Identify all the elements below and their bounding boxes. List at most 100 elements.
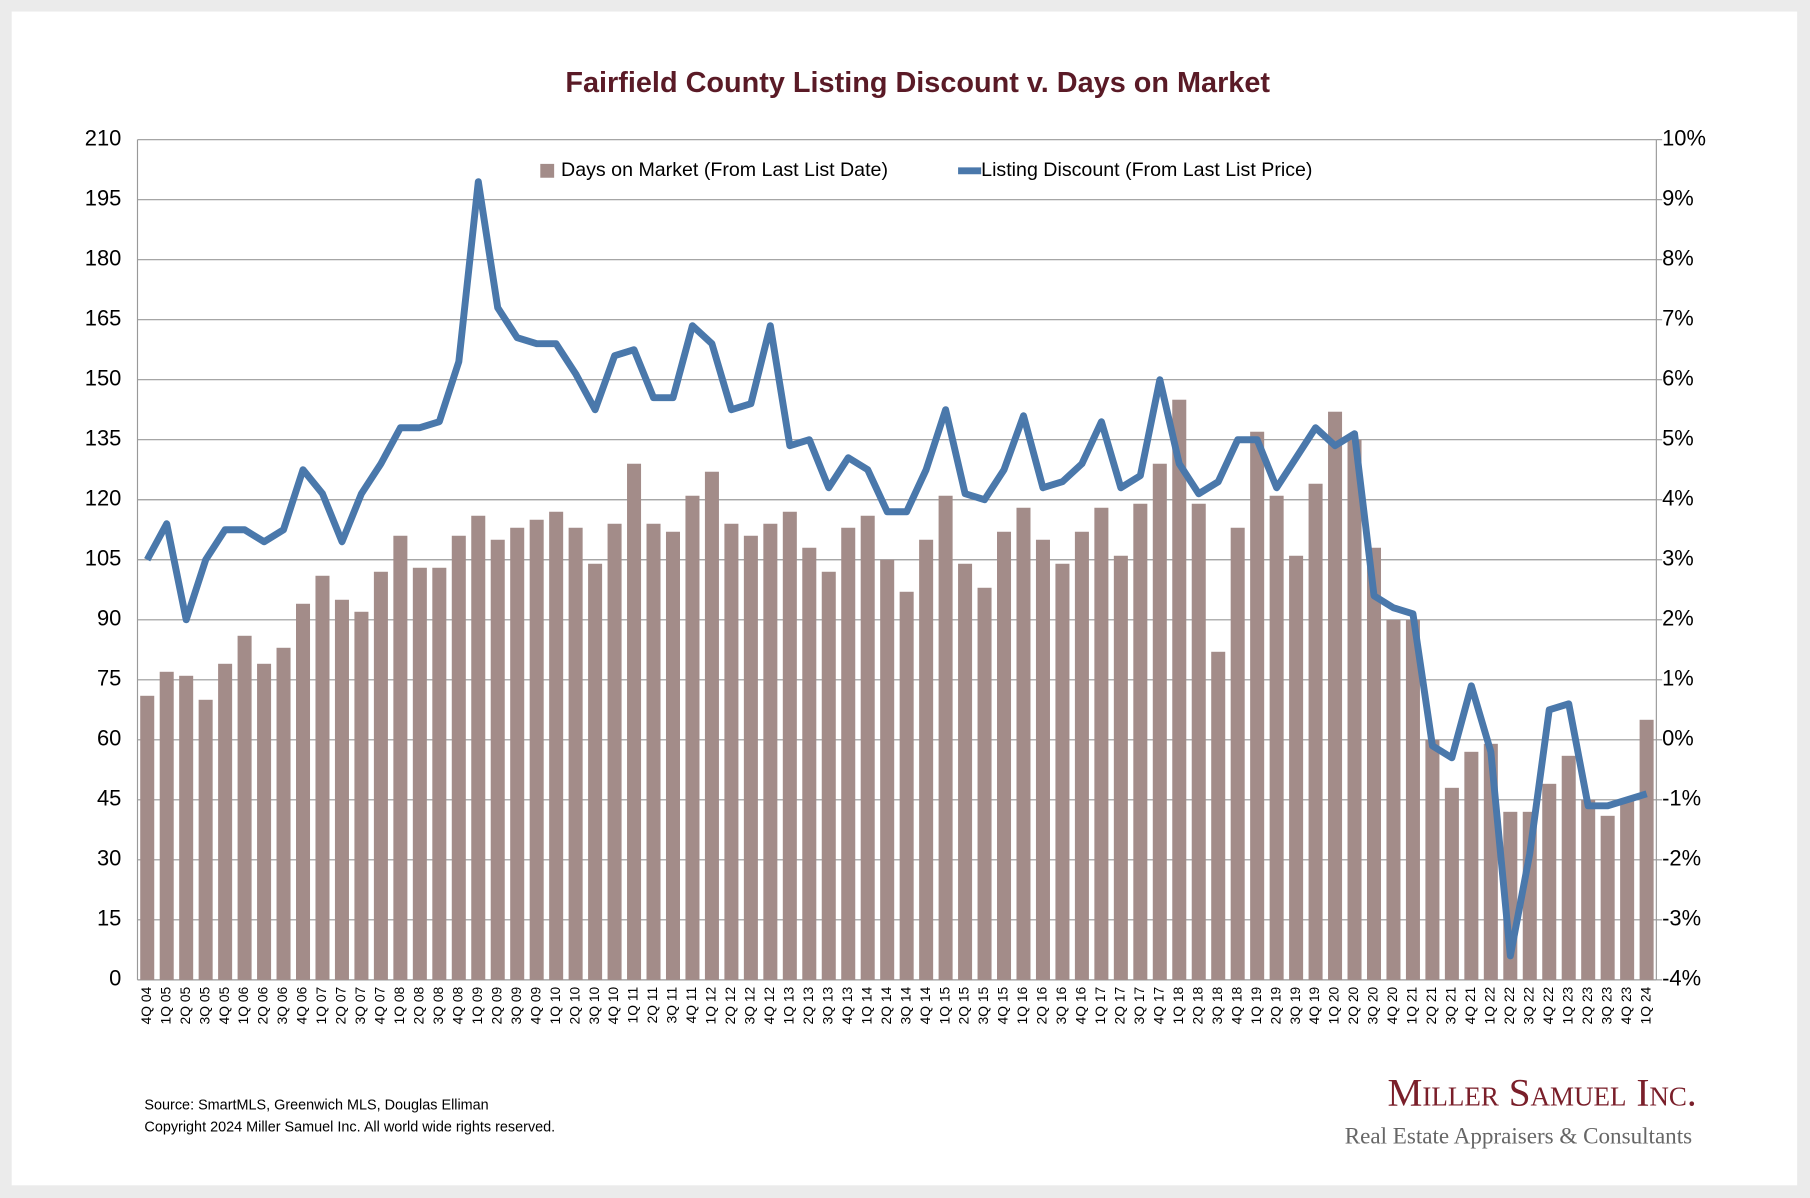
bar — [1211, 651, 1226, 980]
x-tick-label: 1Q 18 — [1170, 986, 1186, 1024]
bar — [841, 527, 856, 980]
bar — [1464, 751, 1479, 980]
x-tick-label: 4Q 05 — [216, 986, 232, 1024]
bar — [276, 647, 291, 980]
x-tick-label: 1Q 06 — [235, 986, 251, 1024]
logo-name: Miller Samuel Inc. — [1388, 1071, 1697, 1114]
bar — [1094, 507, 1109, 980]
bar — [1250, 431, 1265, 980]
y2-tick-label: -4% — [1662, 966, 1701, 991]
bar — [1620, 799, 1635, 980]
bar — [704, 471, 719, 980]
x-tick-label: 3Q 17 — [1131, 987, 1147, 1025]
bar — [1600, 815, 1615, 980]
x-tick-label: 3Q 05 — [196, 986, 212, 1024]
x-tick-label: 2Q 07 — [333, 987, 349, 1025]
bar — [315, 575, 330, 980]
x-tick-label: 1Q 09 — [469, 986, 485, 1024]
y-tick-label: 120 — [85, 486, 122, 511]
y-tick-label: 75 — [97, 666, 121, 691]
bar — [724, 523, 739, 980]
x-tick-label: 4Q 04 — [138, 986, 154, 1024]
y-tick-label: 105 — [85, 546, 122, 571]
y-tick-label: 15 — [97, 906, 121, 931]
y-tick-label: 210 — [85, 125, 122, 150]
y2-tick-label: -2% — [1662, 846, 1701, 871]
bar — [334, 599, 349, 980]
x-tick-label: 1Q 15 — [936, 986, 952, 1024]
x-tick-label: 4Q 11 — [683, 986, 699, 1023]
bar — [1055, 563, 1070, 980]
x-tick-label: 4Q 16 — [1073, 986, 1089, 1024]
bar — [1016, 507, 1031, 980]
x-tick-label: 3Q 18 — [1209, 986, 1225, 1024]
bar — [763, 523, 778, 980]
bar — [412, 567, 427, 980]
bar — [821, 571, 836, 980]
bar — [1113, 555, 1128, 980]
y2-tick-label: 7% — [1662, 305, 1694, 330]
x-tick-label: 2Q 20 — [1345, 986, 1361, 1024]
bar — [665, 531, 680, 980]
x-tick-label: 4Q 06 — [294, 986, 310, 1024]
x-tick-label: 3Q 13 — [819, 986, 835, 1024]
x-tick-label: 2Q 08 — [411, 986, 427, 1024]
bar — [198, 699, 213, 980]
y-tick-label: 135 — [85, 426, 122, 451]
bar — [432, 567, 447, 980]
y2-tick-label: -1% — [1662, 786, 1701, 811]
bar — [1347, 439, 1362, 980]
bar — [471, 515, 486, 980]
x-tick-label: 1Q 14 — [858, 986, 874, 1024]
bar — [549, 511, 564, 980]
x-tick-label: 3Q 22 — [1520, 987, 1536, 1025]
bar — [237, 635, 252, 980]
bar — [1581, 799, 1596, 980]
x-tick-label: 2Q 17 — [1112, 987, 1128, 1025]
bar — [1639, 719, 1654, 980]
bar — [997, 531, 1012, 980]
bar — [1308, 483, 1323, 980]
x-tick-label: 1Q 13 — [780, 986, 796, 1024]
y-tick-label: 60 — [97, 726, 121, 751]
y2-tick-label: 0% — [1662, 726, 1694, 751]
x-tick-label: 3Q 21 — [1443, 986, 1459, 1024]
bar — [607, 523, 622, 980]
x-tick-label: 3Q 08 — [430, 986, 446, 1024]
x-tick-label: 2Q 09 — [488, 986, 504, 1024]
x-tick-label: 4Q 13 — [839, 986, 855, 1024]
x-tick-label: 3Q 12 — [742, 987, 758, 1025]
x-tick-label: 1Q 24 — [1637, 986, 1653, 1024]
bar — [140, 695, 155, 980]
x-tick-label: 3Q 14 — [897, 986, 913, 1024]
y2-tick-label: 10% — [1662, 125, 1706, 150]
y2-tick-label: 6% — [1662, 366, 1694, 391]
bar — [880, 559, 895, 980]
y2-tick-label: 5% — [1662, 426, 1694, 451]
bar — [1230, 527, 1245, 980]
y-tick-label: 0 — [109, 966, 121, 991]
x-tick-label: 3Q 15 — [975, 986, 991, 1024]
y-tick-label: 195 — [85, 185, 122, 210]
y2-tick-label: 3% — [1662, 546, 1694, 571]
bar — [257, 663, 272, 980]
y2-tick-label: -3% — [1662, 906, 1701, 931]
bar — [510, 527, 525, 980]
x-tick-label: 3Q 16 — [1053, 986, 1069, 1024]
bar — [1561, 755, 1576, 980]
x-tick-label: 2Q 05 — [177, 986, 193, 1024]
bar — [1269, 495, 1284, 980]
bar — [1152, 463, 1167, 980]
x-tick-label: 4Q 15 — [995, 986, 1011, 1024]
bar — [958, 563, 973, 980]
x-tick-label: 2Q 11 — [644, 986, 660, 1023]
chart-title: Fairfield County Listing Discount v. Day… — [565, 67, 1270, 99]
bar — [1074, 531, 1089, 980]
y-tick-label: 45 — [97, 786, 121, 811]
x-tick-label: 4Q 12 — [761, 987, 777, 1025]
x-tick-label: 2Q 19 — [1267, 986, 1283, 1024]
bar — [782, 511, 797, 980]
bar — [1542, 783, 1557, 980]
